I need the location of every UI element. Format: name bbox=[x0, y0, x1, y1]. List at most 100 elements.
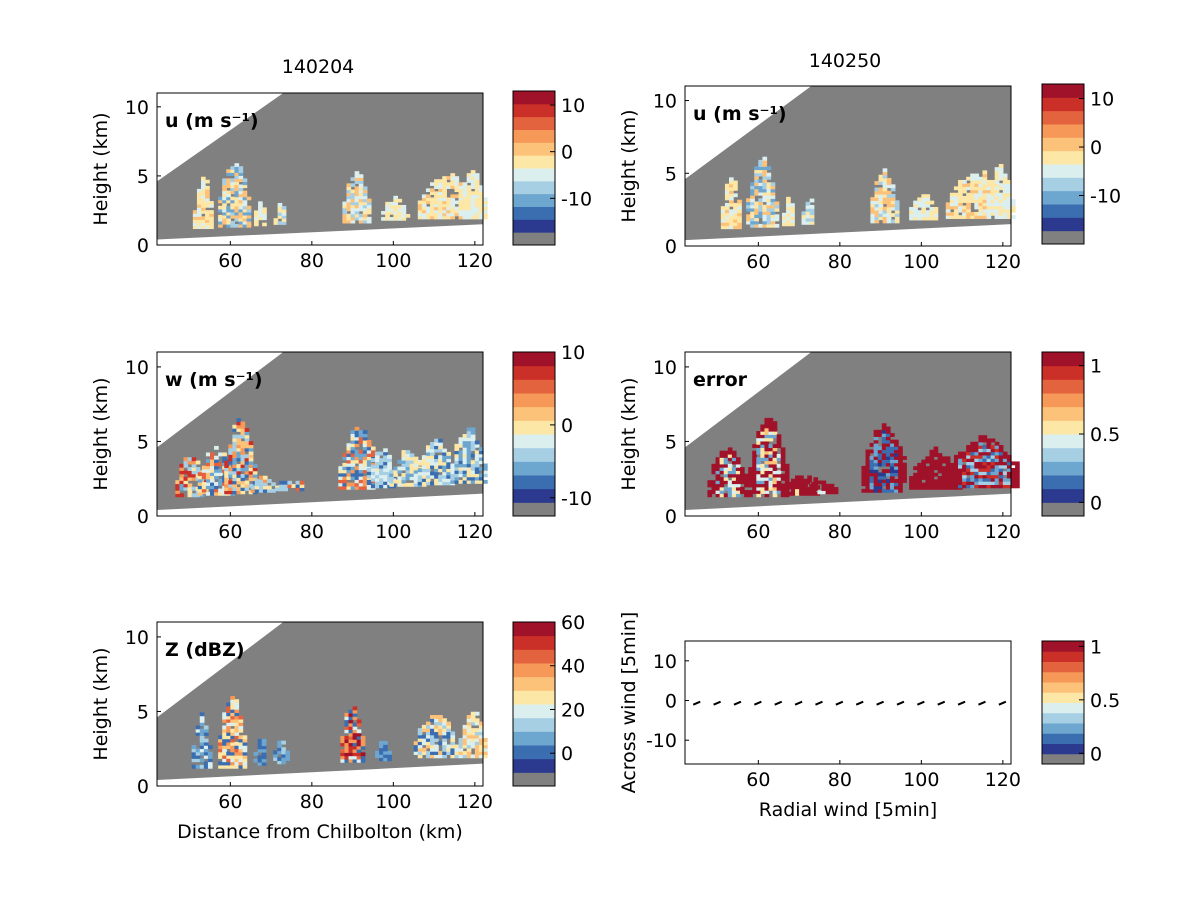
heat-cell bbox=[236, 450, 242, 455]
heat-cell bbox=[766, 175, 772, 180]
colorbar-swatch bbox=[1042, 712, 1084, 724]
heat-cell bbox=[248, 470, 254, 475]
heat-cell bbox=[209, 210, 214, 214]
heat-cell bbox=[205, 219, 210, 223]
heat-cell bbox=[405, 476, 411, 481]
heat-cell bbox=[994, 215, 1000, 219]
heat-cell bbox=[762, 179, 768, 183]
heat-cell bbox=[354, 469, 360, 474]
heat-cell bbox=[281, 750, 286, 755]
colorbar-tick-label: 0.5 bbox=[1090, 424, 1120, 446]
heat-cell bbox=[998, 195, 1004, 200]
heat-cell bbox=[966, 215, 971, 219]
heat-cell bbox=[230, 187, 236, 192]
heat-cell bbox=[772, 434, 778, 439]
heat-cell bbox=[1011, 467, 1016, 472]
heat-cell bbox=[998, 474, 1004, 479]
heat-cell bbox=[232, 480, 238, 485]
heat-cell bbox=[970, 484, 975, 489]
heat-cell bbox=[945, 469, 951, 474]
heat-cell bbox=[197, 488, 203, 493]
heat-cell bbox=[379, 747, 384, 752]
heat-cell bbox=[729, 177, 734, 182]
heat-cell bbox=[203, 738, 209, 743]
heat-cell bbox=[258, 204, 263, 209]
colorbar-swatch bbox=[513, 406, 555, 421]
heat-cell bbox=[409, 466, 415, 471]
heat-cell bbox=[898, 485, 903, 490]
heat-cell bbox=[356, 732, 362, 737]
heat-cell bbox=[421, 465, 427, 469]
heat-cell bbox=[366, 201, 372, 206]
heat-cell bbox=[1002, 215, 1008, 219]
heat-cell bbox=[772, 476, 778, 481]
heat-cell bbox=[990, 484, 996, 489]
heat-cell bbox=[209, 472, 215, 477]
heat-cell bbox=[450, 179, 456, 183]
heat-cell bbox=[238, 754, 244, 759]
heat-cell bbox=[277, 212, 283, 216]
heat-cell bbox=[772, 480, 778, 485]
heat-cell bbox=[446, 209, 451, 214]
heat-cell bbox=[346, 195, 352, 200]
heat-cell bbox=[362, 446, 368, 451]
heat-cell bbox=[737, 218, 742, 223]
heat-cell bbox=[230, 184, 236, 189]
heat-cell bbox=[776, 473, 782, 478]
heat-cell bbox=[346, 198, 352, 203]
heat-cell bbox=[474, 194, 480, 199]
heat-cell bbox=[869, 472, 875, 477]
heat-cell bbox=[865, 482, 871, 487]
heat-cell bbox=[242, 220, 248, 225]
heat-cell bbox=[203, 761, 209, 766]
heat-cell bbox=[218, 764, 223, 769]
heat-cell bbox=[346, 459, 352, 464]
heat-cell bbox=[366, 443, 372, 448]
heat-cell bbox=[192, 225, 198, 230]
heat-cell bbox=[462, 456, 468, 461]
heat-cell bbox=[358, 472, 364, 477]
heat-cell bbox=[898, 472, 903, 477]
heat-cell bbox=[801, 211, 807, 216]
heat-cell bbox=[873, 459, 879, 464]
heat-cell bbox=[354, 201, 360, 206]
x-tick-label: 60 bbox=[746, 251, 770, 273]
heat-cell bbox=[236, 454, 242, 459]
heat-cell bbox=[425, 215, 431, 220]
heat-cell bbox=[809, 198, 815, 203]
heat-cell bbox=[405, 450, 411, 454]
x-axis-label: Radial wind [5min] bbox=[759, 799, 937, 821]
heat-cell bbox=[381, 211, 386, 215]
heat-cell bbox=[917, 482, 922, 487]
heat-cell bbox=[197, 485, 203, 490]
heat-cell bbox=[421, 455, 427, 460]
heat-cell bbox=[966, 467, 971, 472]
heat-cell bbox=[244, 444, 250, 449]
heat-cell bbox=[195, 764, 201, 769]
heat-cell bbox=[1011, 215, 1016, 219]
heat-cell bbox=[962, 208, 967, 213]
heat-cell bbox=[474, 209, 480, 214]
heat-cell bbox=[253, 758, 259, 763]
heat-cell bbox=[466, 188, 472, 192]
heat-cell bbox=[974, 189, 979, 194]
colorbar: 100-10 bbox=[512, 342, 592, 517]
heat-cell bbox=[352, 726, 358, 730]
heat-cell bbox=[478, 734, 484, 739]
heat-cell bbox=[958, 215, 963, 219]
heat-cell bbox=[869, 442, 875, 447]
heat-cell bbox=[248, 473, 254, 478]
heat-cell bbox=[230, 699, 236, 704]
heat-cell bbox=[754, 217, 759, 222]
heat-cell bbox=[890, 213, 896, 217]
heat-cell bbox=[790, 209, 795, 214]
heat-cell bbox=[438, 209, 443, 214]
heat-cell bbox=[281, 747, 286, 752]
heat-cell bbox=[764, 486, 770, 491]
heat-cell bbox=[748, 483, 753, 488]
heat-cell bbox=[393, 198, 399, 203]
heat-cell bbox=[218, 208, 223, 213]
heat-cell bbox=[754, 188, 759, 193]
heat-cell bbox=[199, 738, 205, 743]
